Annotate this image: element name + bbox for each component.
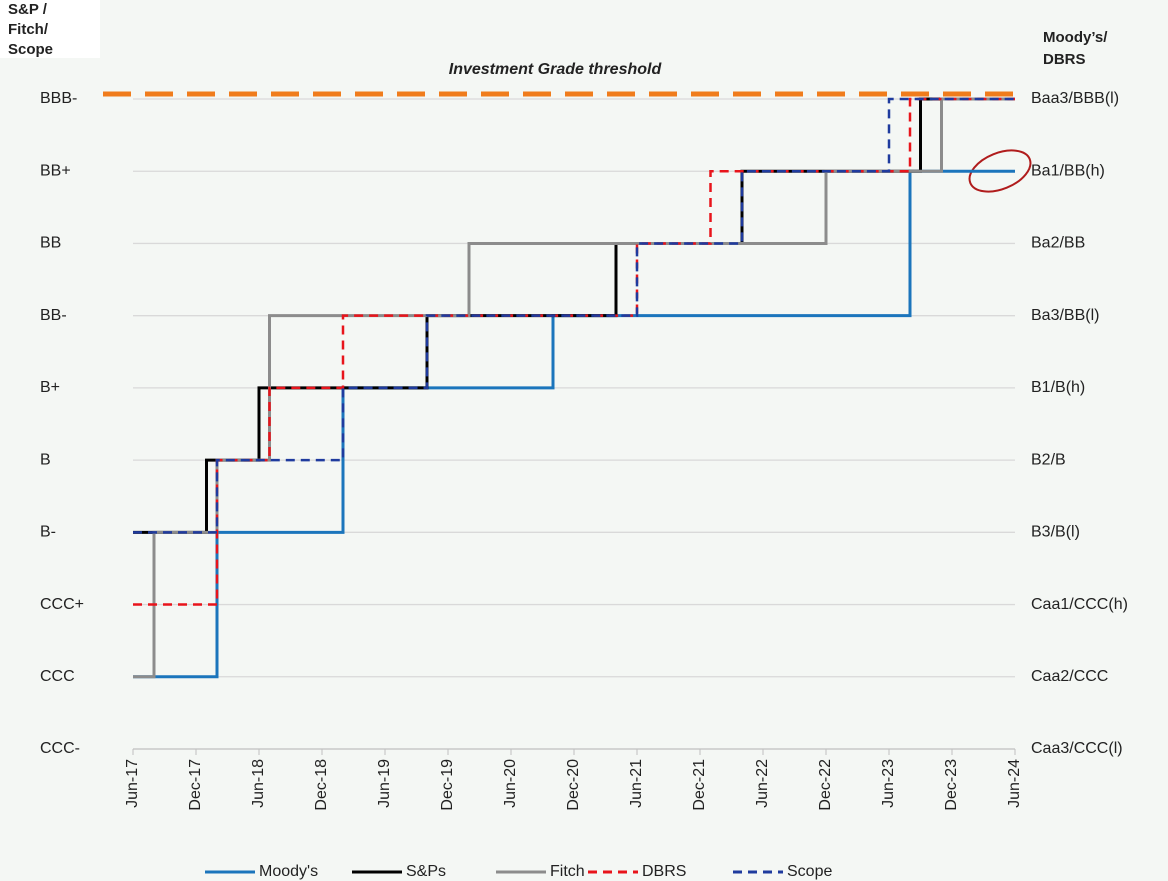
y-tick-label: B — [40, 451, 51, 468]
y-tick-label: BB- — [40, 307, 67, 324]
y-tick-label: CCC+ — [40, 596, 84, 613]
x-tick-label: Dec-20 — [565, 759, 582, 811]
rating-line — [133, 97, 1015, 534]
y2-axis-title: Moody’s/ — [1043, 29, 1108, 46]
y2-tick-label: Ba3/BB(l) — [1031, 307, 1099, 324]
y-axis-title: Fitch/ — [8, 21, 49, 38]
y-axis-title: S&P / — [8, 1, 48, 18]
y-axis-title: Scope — [8, 41, 53, 58]
y2-tick-label: Ba2/BB — [1031, 235, 1085, 252]
x-tick-label: Dec-17 — [187, 759, 204, 811]
y2-axis-title: DBRS — [1043, 51, 1086, 68]
y-tick-label: CCC- — [40, 740, 80, 757]
y2-tick-label: B2/B — [1031, 451, 1066, 468]
highlight-ellipse — [968, 149, 1032, 193]
legend-label: Moody's — [259, 863, 318, 880]
x-tick-label: Dec-23 — [943, 759, 960, 811]
y-tick-label: CCC — [40, 668, 75, 685]
x-tick-label: Jun-21 — [628, 759, 645, 808]
x-tick-label: Jun-20 — [502, 759, 519, 808]
y-tick-label: B- — [40, 524, 56, 541]
legend-label: Fitch — [550, 863, 585, 880]
x-tick-label: Jun-19 — [376, 759, 393, 808]
x-tick-label: Jun-24 — [1006, 759, 1023, 808]
y2-tick-label: Baa3/BBB(l) — [1031, 90, 1119, 107]
x-tick-label: Jun-17 — [124, 759, 141, 808]
title-box — [0, 0, 100, 58]
threshold-label: Investment Grade threshold — [449, 61, 663, 78]
rating-line — [133, 97, 1015, 606]
rating-line — [133, 169, 1015, 679]
y2-tick-label: Ba1/BB(h) — [1031, 162, 1105, 179]
x-tick-label: Dec-21 — [691, 759, 708, 811]
y2-tick-label: B3/B(l) — [1031, 524, 1080, 541]
y-tick-label: BBB- — [40, 90, 77, 107]
legend-label: DBRS — [642, 863, 686, 880]
x-tick-label: Jun-22 — [754, 759, 771, 808]
y-tick-label: BB — [40, 235, 61, 252]
y2-tick-label: B1/B(h) — [1031, 379, 1085, 396]
x-tick-label: Jun-18 — [250, 759, 267, 808]
y2-tick-label: Caa2/CCC — [1031, 668, 1108, 685]
legend-label: Scope — [787, 863, 832, 880]
y-tick-label: B+ — [40, 379, 60, 396]
y2-tick-label: Caa3/CCC(l) — [1031, 740, 1123, 757]
y2-tick-label: Caa1/CCC(h) — [1031, 596, 1128, 613]
x-tick-label: Dec-19 — [439, 759, 456, 811]
legend-label: S&Ps — [406, 863, 446, 880]
x-tick-label: Jun-23 — [880, 759, 897, 808]
x-tick-label: Dec-22 — [817, 759, 834, 811]
x-tick-label: Dec-18 — [313, 759, 330, 811]
y-tick-label: BB+ — [40, 162, 71, 179]
